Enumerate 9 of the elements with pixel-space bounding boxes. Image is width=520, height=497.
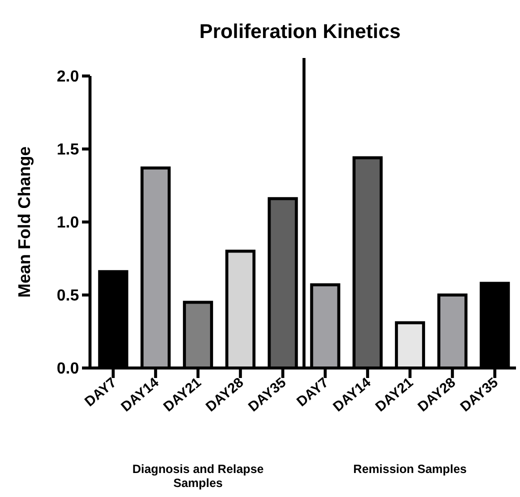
y-tick-label: 1.0 (56, 214, 80, 232)
y-axis-title: Mean Fold Change (15, 146, 34, 298)
text: Remission Samples (353, 462, 468, 476)
y-tick-label: 0.5 (56, 288, 80, 305)
y-tick-label: 2.0 (56, 68, 80, 86)
chart-title: Proliferation Kinetics (199, 21, 401, 43)
text: Diagnosis and Relapse Samples (132, 462, 264, 490)
y-tick-label: 0.0 (56, 360, 80, 378)
y-tick-label: 1.5 (56, 142, 80, 159)
